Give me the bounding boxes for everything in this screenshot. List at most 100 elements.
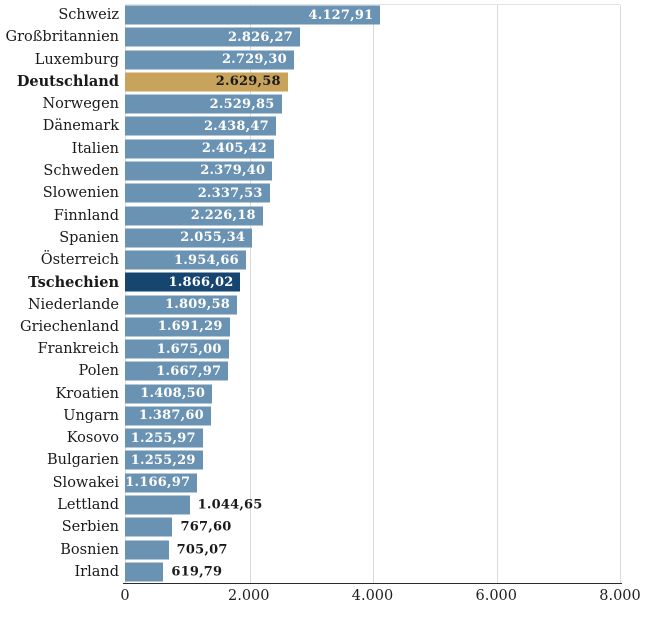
value-label: 1.255,97 — [130, 430, 196, 446]
category-label: Luxemburg — [34, 51, 119, 68]
category-label: Schweiz — [58, 7, 119, 24]
x-axis-tick-labels: 0 2.000 4.000 6.000 8.000 — [120, 588, 640, 612]
bar-row: Luxemburg 2.729,30 — [0, 49, 620, 71]
bar-row: Bosnien 705,07 — [0, 538, 620, 560]
bar-rows-container: Schweiz 4.127,91 Großbritannien 2.826,27… — [0, 4, 620, 583]
bar: 4.127,91 — [125, 5, 381, 25]
value-label: 1.387,60 — [138, 408, 204, 424]
bar: 1.866,02 — [125, 272, 241, 292]
x-tick-label-8.000: 8.000 — [599, 588, 641, 604]
bar — [125, 517, 173, 537]
bar-track: 2.337,53 — [125, 182, 620, 204]
bar: 1.809,58 — [125, 295, 237, 315]
value-label: 2.379,40 — [200, 163, 266, 179]
category-label: Bulgarien — [46, 452, 119, 469]
bar-track: 1.691,29 — [125, 316, 620, 338]
bar-track: 767,60 — [125, 516, 620, 538]
bar: 1.675,00 — [125, 339, 229, 359]
bar-row: Kosovo 1.255,97 — [0, 427, 620, 449]
bar: 1.667,97 — [125, 361, 229, 381]
category-label: Bosnien — [60, 541, 119, 558]
bar-row: Griechenland 1.691,29 — [0, 316, 620, 338]
value-label: 1.675,00 — [156, 341, 222, 357]
bar-track: 1.255,97 — [125, 427, 620, 449]
bar-row: Ungarn 1.387,60 — [0, 405, 620, 427]
bar: 2.226,18 — [125, 206, 263, 226]
bar-row: Lettland 1.044,65 — [0, 494, 620, 516]
bar-track: 1.667,97 — [125, 360, 620, 382]
bar-row: Großbritannien 2.826,27 — [0, 26, 620, 48]
gridline-x-6.000 — [496, 5, 498, 583]
value-label: 2.529,85 — [209, 96, 275, 112]
bar-track: 2.379,40 — [125, 160, 620, 182]
bar-row: Spanien 2.055,34 — [0, 227, 620, 249]
bar-row: Deutschland 2.629,58 — [0, 71, 620, 93]
bar: 2.826,27 — [125, 27, 300, 47]
category-label: Großbritannien — [5, 29, 120, 46]
bar-row: Slowakei 1.166,97 — [0, 472, 620, 494]
category-label: Slowakei — [52, 474, 119, 491]
bar-row: Polen 1.667,97 — [0, 360, 620, 382]
value-label: 1.044,65 — [197, 497, 263, 513]
value-label: 1.408,50 — [140, 386, 206, 402]
bar-row: Serbien 767,60 — [0, 516, 620, 538]
bar-track: 1.954,66 — [125, 249, 620, 271]
bar-track: 1.408,50 — [125, 383, 620, 405]
bar-row: Norwegen 2.529,85 — [0, 93, 620, 115]
bar-track: 1.166,97 — [125, 472, 620, 494]
value-label: 1.866,02 — [168, 274, 234, 290]
bar-track: 2.529,85 — [125, 93, 620, 115]
bar-track: 1.044,65 — [125, 494, 620, 516]
bar-track: 1.809,58 — [125, 293, 620, 315]
category-label: Dänemark — [42, 118, 119, 135]
value-label: 705,07 — [176, 542, 228, 557]
bar-row: Schweden 2.379,40 — [0, 160, 620, 182]
value-label: 1.809,58 — [165, 297, 230, 313]
bar-track: 4.127,91 — [125, 4, 620, 26]
value-label: 619,79 — [171, 564, 223, 580]
category-label: Finnland — [53, 207, 119, 224]
category-label: Polen — [78, 363, 119, 380]
bar: 1.387,60 — [125, 406, 211, 426]
bar-track: 2.226,18 — [125, 204, 620, 226]
bar: 2.629,58 — [125, 72, 288, 92]
bar-track: 619,79 — [125, 561, 620, 583]
bar-row: Italien 2.405,42 — [0, 138, 620, 160]
x-tick-label-2.000: 2.000 — [227, 588, 270, 604]
bar-row: Österreich 1.954,66 — [0, 249, 620, 271]
value-label: 2.226,18 — [190, 208, 256, 224]
x-axis-line — [123, 583, 622, 584]
bar-row: Finnland 2.226,18 — [0, 204, 620, 226]
x-tick-label-0: 0 — [120, 588, 130, 604]
category-label: Österreich — [40, 252, 119, 269]
bar: 2.379,40 — [125, 161, 273, 181]
bar-row: Bulgarien 1.255,29 — [0, 449, 620, 471]
bar-row: Schweiz 4.127,91 — [0, 4, 620, 26]
value-label: 1.255,29 — [130, 452, 196, 468]
bar: 1.255,97 — [125, 428, 203, 448]
bar — [125, 495, 190, 515]
bar-track: 1.387,60 — [125, 405, 620, 427]
category-label: Slowenien — [42, 185, 119, 202]
value-label: 1.954,66 — [174, 252, 239, 268]
category-label: Italien — [71, 140, 119, 157]
value-label: 2.055,34 — [180, 230, 246, 246]
category-label: Irland — [74, 563, 119, 580]
category-label: Deutschland — [16, 73, 119, 91]
category-label: Lettland — [57, 496, 119, 513]
value-label: 2.405,42 — [201, 141, 267, 157]
category-label: Tschechien — [28, 273, 119, 291]
bar — [125, 562, 164, 582]
bar: 1.255,29 — [125, 450, 203, 470]
bar-row: Kroatien 1.408,50 — [0, 383, 620, 405]
bar-track: 2.629,58 — [125, 71, 620, 93]
plot-area — [125, 4, 621, 583]
x-tick-label-4.000: 4.000 — [351, 588, 394, 604]
bar: 2.729,30 — [125, 50, 294, 70]
value-label: 2.337,53 — [197, 185, 263, 201]
bar: 2.405,42 — [125, 139, 274, 159]
category-label: Ungarn — [63, 407, 119, 424]
bar-track: 2.729,30 — [125, 49, 620, 71]
category-label: Griechenland — [19, 318, 119, 335]
bar-track: 1.866,02 — [125, 271, 620, 293]
